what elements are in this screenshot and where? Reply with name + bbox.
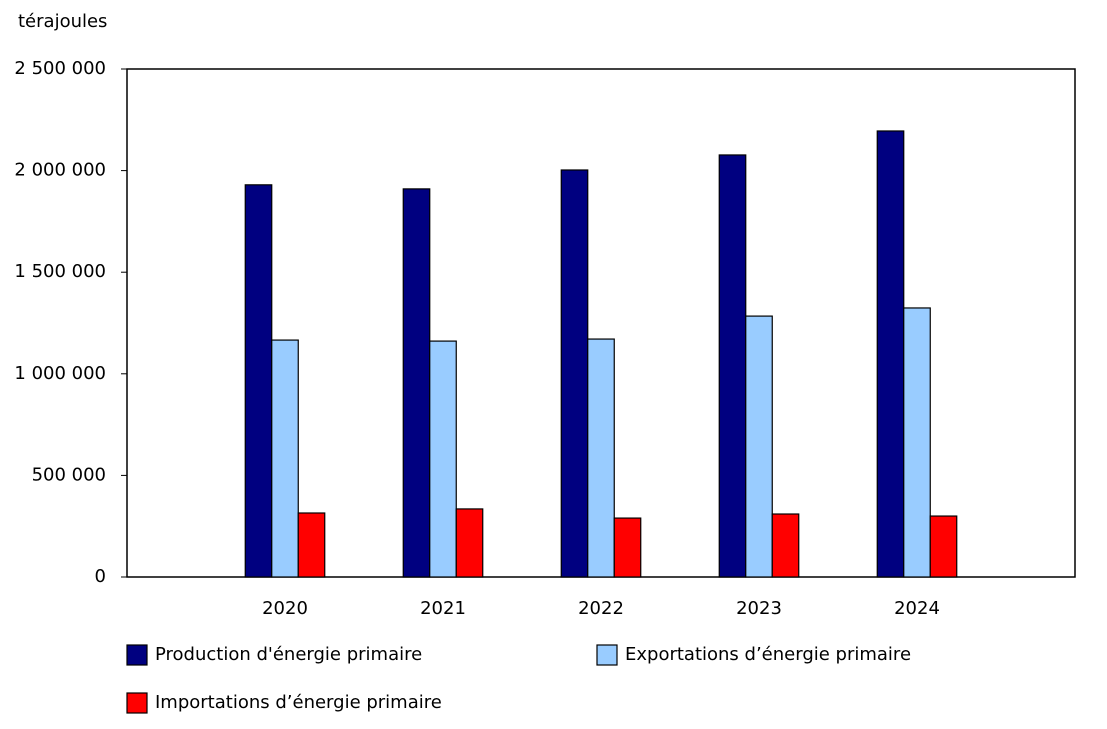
y-tick-label: 0 xyxy=(95,566,106,587)
x-tick-label: 2020 xyxy=(262,598,308,619)
legend-swatch xyxy=(126,692,148,714)
x-tick-label: 2023 xyxy=(736,598,782,619)
x-tick-label: 2022 xyxy=(578,598,624,619)
bar xyxy=(876,130,905,578)
y-tick-label: 2 500 000 xyxy=(14,58,106,79)
bar xyxy=(745,315,773,578)
bar xyxy=(271,339,299,578)
bar xyxy=(771,513,800,578)
y-tick-label: 1 000 000 xyxy=(14,363,106,384)
bar xyxy=(560,169,589,578)
legend-label: Importations d’énergie primaire xyxy=(155,692,442,713)
bar xyxy=(903,307,931,578)
bar xyxy=(929,515,958,578)
y-tick-label: 2 000 000 xyxy=(14,160,106,181)
bar xyxy=(297,512,326,578)
legend-label: Production d'énergie primaire xyxy=(155,644,422,665)
legend-label: Exportations d’énergie primaire xyxy=(625,644,911,665)
bar xyxy=(429,340,457,578)
bar xyxy=(402,188,431,578)
y-tick-label: 500 000 xyxy=(32,464,106,485)
bar xyxy=(718,154,747,578)
bar xyxy=(613,517,642,578)
x-tick-label: 2021 xyxy=(420,598,466,619)
legend-swatch xyxy=(126,644,148,666)
bar xyxy=(244,184,273,578)
bar xyxy=(455,508,484,578)
x-tick-label: 2024 xyxy=(894,598,940,619)
bar xyxy=(587,338,615,578)
y-axis-label: térajoules xyxy=(18,11,107,32)
y-tick-label: 1 500 000 xyxy=(14,261,106,282)
legend-swatch xyxy=(596,644,618,666)
